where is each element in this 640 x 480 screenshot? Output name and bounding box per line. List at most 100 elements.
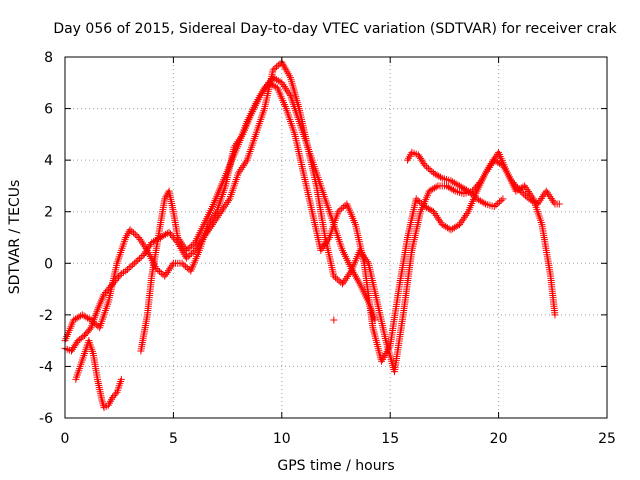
data-point-sample xyxy=(188,242,196,250)
data-point-sample xyxy=(183,264,191,272)
plot-frame xyxy=(64,56,608,419)
data-point xyxy=(126,226,134,234)
data-point xyxy=(122,267,130,275)
data-point-sample xyxy=(470,185,478,193)
y-tick-label: 0 xyxy=(44,256,53,272)
data-point xyxy=(371,316,379,324)
data-point xyxy=(551,311,559,319)
data-point-sample xyxy=(416,198,424,206)
data-point-sample xyxy=(116,271,124,279)
data-point-sample xyxy=(474,180,482,188)
data-point-sample xyxy=(480,199,488,207)
data-point-sample xyxy=(188,249,196,257)
x-tick-label: 20 xyxy=(490,431,508,447)
data-point-sample xyxy=(157,269,165,277)
data-point-sample xyxy=(414,196,422,204)
data-point-sample xyxy=(276,78,284,86)
data-point-sample xyxy=(114,273,122,281)
data-point-sample xyxy=(274,61,282,69)
data-point-sample xyxy=(423,163,431,171)
data-point-sample xyxy=(123,265,131,273)
data-point-sample xyxy=(136,255,144,263)
data-point-sample xyxy=(497,196,505,204)
data-point xyxy=(100,290,108,298)
data-point-sample xyxy=(189,248,197,256)
x-tick-label: 25 xyxy=(598,431,616,447)
data-point-sample xyxy=(338,205,346,213)
y-tick-label: -6 xyxy=(39,411,53,427)
data-point-sample xyxy=(180,261,188,269)
data-point-sample xyxy=(86,325,94,333)
data-point xyxy=(178,259,186,267)
data-point-sample xyxy=(265,79,273,87)
data-point-sample xyxy=(133,232,141,240)
data-point-sample xyxy=(106,283,114,291)
data-point-sample xyxy=(98,398,106,406)
data-point-sample xyxy=(468,190,476,198)
data-point xyxy=(165,228,173,236)
data-point xyxy=(109,280,117,288)
data-point-sample xyxy=(466,189,474,197)
data-point-sample xyxy=(332,274,340,282)
data-point xyxy=(260,84,268,92)
y-tick-label: -2 xyxy=(39,308,53,324)
x-tick-label: 15 xyxy=(381,431,399,447)
y-tick-label: -4 xyxy=(39,359,53,375)
data-point-sample xyxy=(127,262,135,270)
data-point-sample xyxy=(263,81,271,89)
data-point xyxy=(182,246,190,254)
data-point-sample xyxy=(473,182,481,190)
data-point xyxy=(269,66,277,74)
data-point-sample xyxy=(520,190,528,198)
data-point xyxy=(334,208,342,216)
data-point-sample xyxy=(471,184,479,192)
data-point-sample xyxy=(432,183,440,191)
data-point-sample xyxy=(103,287,111,295)
data-point-sample xyxy=(112,276,120,284)
data-point xyxy=(113,275,121,283)
data-point-sample xyxy=(134,256,142,264)
data-point-sample xyxy=(186,243,194,251)
series-1 xyxy=(61,58,559,376)
data-point xyxy=(421,161,429,169)
x-tick-label: 0 xyxy=(61,431,70,447)
data-point-sample xyxy=(494,199,502,207)
data-point-sample xyxy=(137,253,145,261)
data-point-sample xyxy=(266,77,274,85)
y-tick-label: 6 xyxy=(44,102,53,118)
data-point-sample xyxy=(128,227,136,235)
x-tick-label: 10 xyxy=(273,431,291,447)
data-point-sample xyxy=(132,258,140,266)
y-axis-label: SDTVAR / TECUs xyxy=(7,180,23,295)
data-point-sample xyxy=(428,207,436,215)
data-point-sample xyxy=(184,245,192,253)
y-tick-label: 4 xyxy=(44,153,53,169)
y-tick-label: 8 xyxy=(44,50,53,66)
data-point xyxy=(412,195,420,203)
series-4 xyxy=(404,148,507,211)
x-tick-label: 5 xyxy=(169,431,178,447)
data-point-sample xyxy=(79,333,87,341)
data-point-sample xyxy=(521,192,529,200)
data-point-sample xyxy=(167,230,175,238)
data-point xyxy=(104,285,112,293)
data-point-sample xyxy=(426,166,434,174)
data-point xyxy=(182,254,190,262)
data-point-sample xyxy=(424,164,432,172)
y-tick-label: 2 xyxy=(44,205,53,221)
data-point-sample xyxy=(101,289,109,297)
data-point-sample xyxy=(110,278,118,286)
data-point-sample xyxy=(476,178,484,186)
data-point-sample xyxy=(262,82,270,90)
x-axis-label: GPS time / hours xyxy=(277,458,394,474)
data-point-sample xyxy=(333,275,341,283)
axis-ticks: 0 5 10 15 20 25 -6 -4 -2 0 2 4 6 8 xyxy=(39,50,616,447)
data-point-sample xyxy=(335,277,343,285)
data-point-sample xyxy=(271,64,279,72)
data-point xyxy=(464,187,472,195)
data-point xyxy=(109,393,117,401)
data-point-sample xyxy=(336,206,344,214)
data-point-sample xyxy=(112,390,120,398)
data-point xyxy=(330,272,338,280)
